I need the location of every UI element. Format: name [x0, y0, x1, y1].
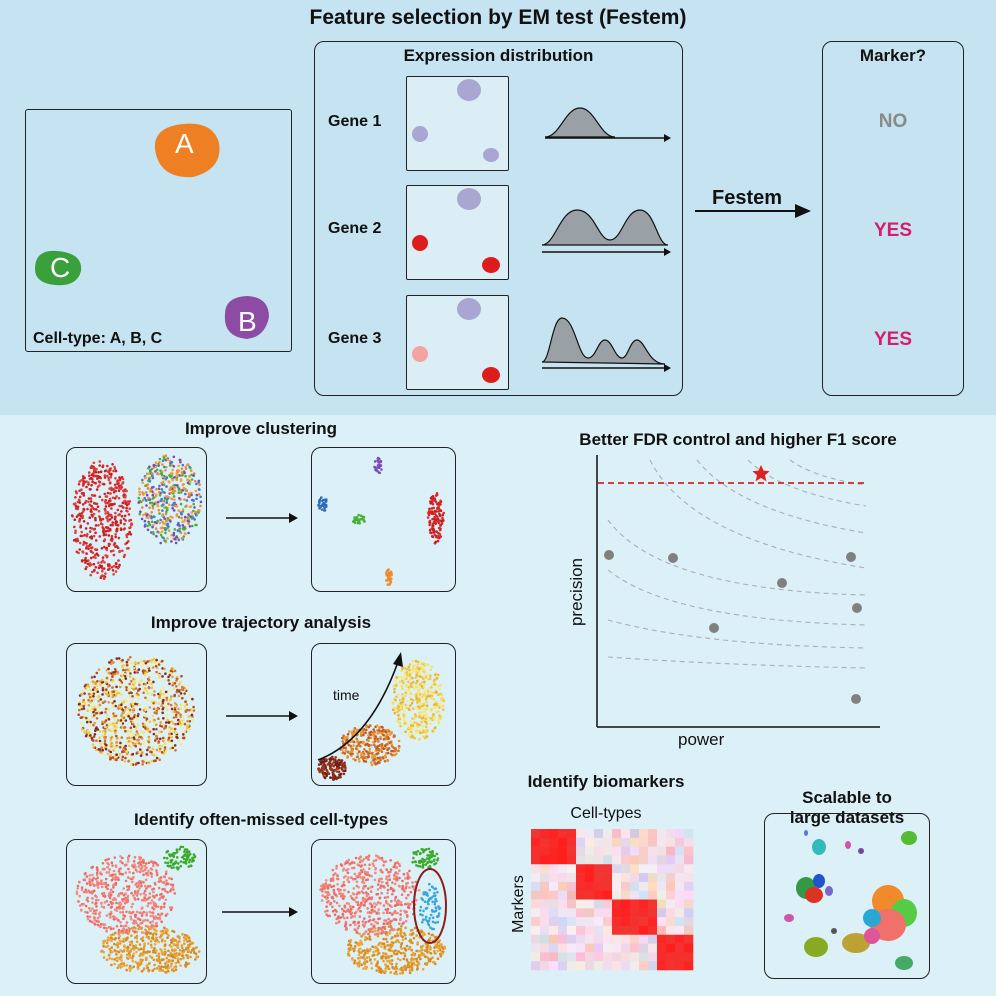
celltype-caption: Cell-type: A, B, C: [33, 330, 163, 347]
fdr-xlabel: power: [678, 730, 725, 749]
clustering-before: [66, 447, 207, 592]
cluster-after-red: [426, 492, 446, 545]
biomarkers-title: Identify biomarkers: [527, 772, 685, 791]
scalable-title-line1: Scalable to: [802, 788, 892, 807]
cluster-c-label: C: [50, 252, 71, 283]
gene2-label: Gene 2: [328, 220, 382, 237]
missed-after-orange: [346, 924, 447, 976]
biomarkers-xlabel: Cell-types: [570, 805, 642, 822]
fdr-title: Better FDR control and higher F1 score: [579, 430, 897, 449]
method-point: [604, 550, 614, 560]
cluster-before-red: [70, 460, 134, 580]
cluster-c-blob: [35, 250, 82, 286]
method-point: [777, 578, 787, 588]
time-label: time: [333, 687, 360, 703]
density-curves: [541, 107, 811, 372]
celltype-panel: [25, 109, 292, 352]
method-point: [846, 552, 856, 562]
clustering-after: [311, 447, 456, 592]
transform-arrows: [222, 513, 403, 917]
missed-before: [66, 839, 207, 984]
expression-title: Expression distribution: [403, 46, 594, 65]
method-point: [852, 603, 862, 613]
gene3-density: [541, 317, 671, 372]
trajectory-title: Improve trajectory analysis: [150, 613, 372, 632]
trajectory-after-top: [391, 659, 445, 742]
biomarkers-ylabel: Markers: [510, 875, 527, 933]
trajectory-after-mid: [339, 724, 401, 767]
f1-isolines: [607, 459, 867, 669]
marker-answer-gene2: YES: [873, 220, 913, 241]
method-point: [668, 553, 678, 563]
expression-panel: [314, 41, 683, 396]
gene3-label: Gene 3: [328, 330, 382, 347]
biomarker-heatmap: [531, 829, 694, 971]
celltype-clusters: [35, 123, 269, 339]
gene-embedding-points: [412, 79, 500, 383]
gene1-label: Gene 1: [328, 113, 382, 130]
trajectory-after: [311, 643, 456, 786]
method-point: [709, 623, 719, 633]
cluster-b-label: B: [238, 306, 257, 337]
missed-after: [311, 839, 456, 984]
missed-after-salmon: [319, 854, 421, 936]
cluster-a-label: A: [175, 128, 194, 159]
cluster-after-green: [352, 513, 366, 525]
cluster-before-mixed: [137, 454, 203, 545]
fdr-axes: [596, 455, 880, 728]
missed-after-green: [411, 847, 440, 869]
gene1-density: [544, 107, 671, 142]
missed-before-green: [163, 845, 197, 871]
method-point: [851, 694, 861, 704]
marker-title: Marker?: [859, 46, 927, 65]
cluster-after-blue: [317, 496, 328, 512]
marker-answer-gene1: NO: [878, 111, 908, 132]
festem-arrow: [695, 204, 811, 218]
clustering-title: Improve clustering: [184, 419, 338, 438]
highlight-ellipse: [413, 868, 447, 944]
missed-after-blue: [418, 882, 442, 931]
method-points: [604, 550, 862, 704]
marker-panel: [822, 41, 964, 396]
gene2-density: [541, 209, 671, 256]
scalable-title-line2: large datasets: [789, 808, 905, 827]
cluster-b-blob: [224, 296, 269, 339]
missed-before-orange: [100, 925, 201, 974]
missed-title: Identify often-missed cell-types: [133, 810, 389, 829]
trajectory-after-low: [317, 755, 347, 781]
missed-before-salmon: [75, 854, 177, 936]
scalable-embedding: [784, 830, 917, 970]
festem-label: Festem: [712, 187, 783, 209]
fdr-ylabel: precision: [567, 557, 586, 627]
festem-star-point: [752, 465, 770, 482]
trajectory-before: [77, 655, 196, 766]
page-title: Feature selection by EM test (Festem): [309, 6, 687, 29]
marker-answer-gene3: YES: [873, 329, 913, 350]
cluster-after-orange: [385, 568, 393, 586]
scalable-panel: [764, 813, 930, 979]
cluster-a-blob: [154, 123, 220, 178]
cluster-after-purple: [373, 456, 383, 475]
trajectory-before: [66, 643, 207, 786]
